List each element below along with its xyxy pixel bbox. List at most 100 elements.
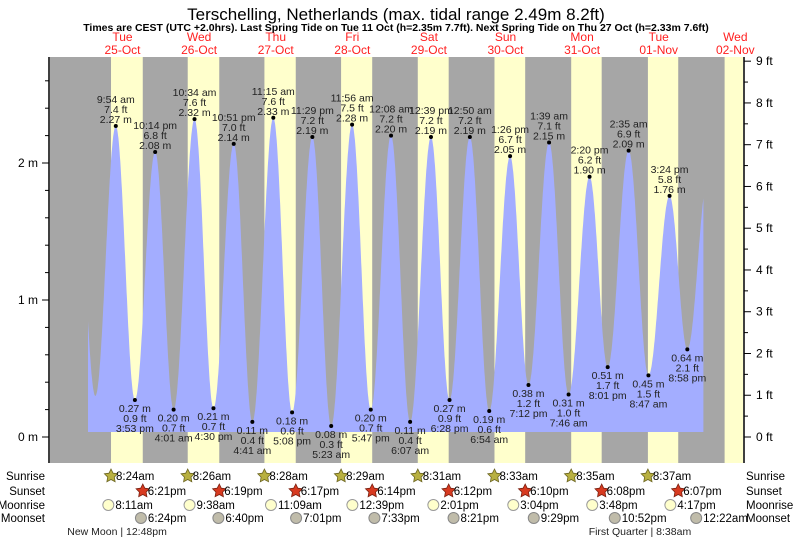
tide-curve-area [88, 117, 704, 433]
tide-point-marker [428, 134, 433, 139]
tide-ft-label: 7.0 ft [222, 122, 245, 134]
tide-ft-label: 0.3 ft [320, 439, 343, 451]
tide-ft-label: 7.2 ft [379, 114, 402, 126]
tide-point-marker [447, 398, 452, 403]
tide-ft-label: 2.1 ft [676, 362, 699, 374]
tide-m-label: 2.05 m [494, 144, 526, 156]
tide-m-label: 2.32 m [178, 107, 210, 119]
sunset-time: 6:07pm [683, 486, 721, 498]
day-name-label: Tue [112, 30, 133, 44]
moonset-icon [690, 512, 703, 524]
tide-high-point: 2:20 pm6.2 ft1.90 m [571, 145, 609, 179]
sunset-icon [594, 483, 610, 498]
moonset-time: 7:33pm [381, 513, 419, 525]
tide-m-label: 2.20 m [375, 124, 407, 136]
day-name-label: Mon [570, 30, 593, 44]
tide-point-marker [153, 150, 158, 155]
tide-ft-label: 7.2 ft [458, 115, 481, 127]
sunset-time: 6:19pm [224, 486, 262, 498]
moonset-row-label: Moonset [1, 513, 46, 525]
tide-time-label: 12:50 am [448, 105, 492, 117]
moonrise-time: 11:09am [278, 500, 322, 512]
tide-m-label: 0.08 m [315, 429, 347, 441]
tide-point-marker [605, 365, 610, 370]
tide-point-marker [587, 174, 592, 179]
tide-time-label: 7:12 pm [510, 408, 548, 420]
right-axis-tick-label: 5 ft [756, 221, 773, 235]
tide-time-label: 6:07 am [391, 445, 429, 457]
tide-ft-label: 0.6 ft [478, 424, 501, 436]
tide-point-marker [171, 407, 176, 412]
moonrise-row-label-right: Moonrise [746, 500, 793, 512]
tide-ft-label: 1.2 ft [517, 398, 540, 410]
sunrise-row-label-right: Sunrise [746, 471, 785, 483]
tide-point-marker [368, 407, 373, 412]
left-axis-tick-label: 2 m [18, 156, 38, 170]
tide-time-label: 8:47 am [629, 398, 667, 410]
right-axis-tick-label: 9 ft [756, 54, 773, 68]
left-axis-tick-label: 1 m [18, 293, 38, 307]
moonset-time: 8:21pm [461, 513, 499, 525]
day-labels: Tue25-OctWed26-OctThu27-OctFri28-OctSat2… [104, 30, 754, 57]
tide-m-label: 1.76 m [653, 184, 685, 196]
moonrise-time: 4:17pm [677, 500, 715, 512]
tide-point-marker [508, 154, 513, 159]
tide-m-label: 2.15 m [533, 130, 565, 142]
tide-ft-label: 5.8 ft [658, 174, 681, 186]
tide-time-label: 3:24 pm [651, 164, 689, 176]
sunrise-icon [333, 468, 349, 483]
tide-high-point: 12:39 pm7.2 ft2.19 m [409, 105, 453, 139]
moonset-icon [608, 512, 621, 524]
right-axis-tick-label: 0 ft [756, 430, 773, 444]
tide-ft-label: 7.1 ft [537, 120, 560, 132]
tide-point-marker [310, 134, 315, 139]
moonrise-row-label: Moonrise [0, 500, 45, 512]
tide-time-label: 8:01 pm [589, 390, 627, 402]
moonset-icon [134, 512, 147, 524]
tide-m-label: 2.27 m [100, 114, 132, 126]
day-name-label: Wed [187, 30, 211, 44]
moonset-time: 6:24pm [148, 513, 186, 525]
tide-ft-label: 7.2 ft [301, 115, 324, 127]
tide-point-marker [329, 424, 334, 429]
tide-low-point: 0.45 m1.5 ft8:47 am [629, 373, 668, 410]
tide-m-label: 0.64 m [671, 352, 703, 364]
tide-ft-label: 0.4 ft [398, 435, 421, 447]
tide-time-label: 10:51 pm [212, 112, 256, 124]
moonset-icon [212, 512, 225, 524]
sunrise-time: 8:24am [116, 471, 154, 483]
sunrise-icon [563, 468, 579, 483]
sunset-icon [364, 483, 380, 498]
tide-m-label: 0.51 m [592, 370, 624, 382]
tide-point-marker [408, 419, 413, 424]
tide-time-label: 10:14 pm [133, 120, 177, 132]
tide-ft-label: 7.6 ft [183, 97, 206, 109]
tide-m-label: 1.90 m [573, 165, 605, 177]
day-date-label: 02-Nov [716, 43, 755, 57]
left-axis-tick-label: 0 m [18, 430, 38, 444]
tide-low-point: 0.20 m0.7 ft5:47 pm [352, 407, 390, 445]
tide-m-label: 0.20 m [158, 413, 190, 425]
moonrise-icon [427, 499, 440, 511]
tide-ft-label: 7.5 ft [340, 103, 363, 115]
tide-m-label: 2.33 m [257, 106, 289, 118]
tide-point-marker [132, 398, 137, 403]
tide-point-marker [467, 134, 472, 139]
tide-ft-label: 1.5 ft [637, 388, 660, 400]
tide-high-point: 10:51 pm7.0 ft2.14 m [212, 112, 256, 146]
tide-point-marker [626, 148, 631, 153]
sunset-row-label: Sunset [9, 486, 46, 498]
day-name-label: Sat [420, 30, 439, 44]
moonset-icon [447, 512, 460, 524]
tide-point-marker [667, 193, 672, 198]
right-axis-tick-label: 2 ft [756, 346, 773, 360]
moonset-icon [368, 512, 381, 524]
tide-ft-label: 7.2 ft [419, 115, 442, 127]
sunrise-time: 8:37am [653, 471, 691, 483]
tide-m-label: 2.08 m [139, 140, 171, 152]
tide-m-label: 0.11 m [237, 425, 269, 437]
tide-ft-label: 6.2 ft [578, 155, 601, 167]
day-name-label: Sun [495, 30, 516, 44]
tide-time-label: 7:46 am [550, 418, 588, 430]
right-axis-tick-label: 1 ft [756, 388, 773, 402]
